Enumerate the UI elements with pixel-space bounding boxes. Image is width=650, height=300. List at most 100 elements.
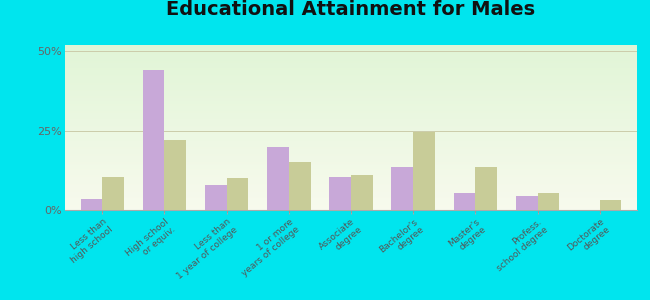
Bar — [65, 88, 637, 89]
Bar — [65, 45, 637, 46]
Bar — [205, 184, 227, 210]
Bar — [65, 50, 637, 52]
Bar — [65, 147, 637, 149]
Bar — [65, 91, 637, 93]
Bar — [65, 66, 637, 68]
Bar — [65, 205, 637, 207]
Bar — [267, 146, 289, 210]
Bar — [65, 122, 637, 124]
Bar — [65, 194, 637, 195]
Bar — [65, 78, 637, 80]
Bar — [65, 60, 637, 61]
Bar — [65, 170, 637, 172]
Bar — [65, 185, 637, 187]
Bar — [65, 134, 637, 136]
Bar — [65, 162, 637, 164]
Bar — [65, 172, 637, 174]
Bar — [330, 177, 351, 210]
Bar — [65, 85, 637, 86]
Bar — [65, 121, 637, 122]
Bar — [65, 94, 637, 96]
Bar — [65, 111, 637, 112]
Bar — [65, 93, 637, 94]
Bar — [65, 154, 637, 155]
Bar — [65, 75, 637, 76]
Bar — [65, 71, 637, 73]
Bar — [65, 116, 637, 118]
Bar — [65, 55, 637, 56]
Bar — [65, 61, 637, 63]
Bar — [65, 139, 637, 141]
Bar — [65, 184, 637, 185]
Bar — [65, 167, 637, 169]
Bar — [65, 126, 637, 128]
Bar — [65, 52, 637, 53]
Bar — [65, 152, 637, 154]
Bar — [65, 165, 637, 167]
Bar — [65, 118, 637, 119]
Bar — [65, 159, 637, 160]
Bar — [65, 119, 637, 121]
Bar — [65, 96, 637, 98]
Bar — [65, 164, 637, 165]
Bar — [65, 137, 637, 139]
Bar — [538, 193, 559, 210]
Title: Educational Attainment for Males: Educational Attainment for Males — [166, 0, 536, 19]
Bar — [65, 48, 637, 50]
Bar — [65, 98, 637, 99]
Bar — [65, 104, 637, 106]
Bar — [65, 80, 637, 81]
Bar — [600, 200, 621, 210]
Bar — [65, 146, 637, 147]
Bar — [143, 70, 164, 210]
Bar — [65, 195, 637, 197]
Bar — [65, 180, 637, 182]
Bar — [65, 202, 637, 203]
Bar — [65, 108, 637, 109]
Bar — [65, 190, 637, 192]
Bar — [65, 187, 637, 188]
Bar — [227, 178, 248, 210]
Bar — [65, 160, 637, 162]
Bar — [65, 182, 637, 184]
Bar — [65, 149, 637, 151]
Bar — [65, 65, 637, 66]
Bar — [65, 192, 637, 194]
Bar — [65, 86, 637, 88]
Bar — [65, 70, 637, 71]
Bar — [65, 56, 637, 58]
Bar — [515, 196, 538, 210]
Bar — [65, 114, 637, 116]
Bar — [351, 175, 372, 210]
Bar — [65, 207, 637, 208]
Bar — [65, 99, 637, 101]
Bar — [65, 155, 637, 157]
Bar — [413, 132, 435, 210]
Bar — [65, 177, 637, 178]
Bar — [65, 144, 637, 146]
Bar — [102, 177, 124, 210]
Bar — [65, 76, 637, 78]
Bar — [65, 199, 637, 200]
Bar — [65, 83, 637, 85]
Bar — [65, 81, 637, 83]
Bar — [475, 167, 497, 210]
Bar — [65, 169, 637, 170]
Bar — [65, 63, 637, 65]
Bar — [65, 53, 637, 55]
Bar — [65, 142, 637, 144]
Bar — [289, 162, 311, 210]
Bar — [65, 124, 637, 126]
Bar — [65, 46, 637, 48]
Bar — [65, 208, 637, 210]
Bar — [65, 178, 637, 180]
Bar — [65, 112, 637, 114]
Bar — [65, 197, 637, 199]
Bar — [65, 132, 637, 134]
Bar — [164, 140, 187, 210]
Bar — [65, 141, 637, 142]
Bar — [65, 136, 637, 137]
Bar — [65, 58, 637, 60]
Bar — [65, 109, 637, 111]
Bar — [65, 157, 637, 159]
